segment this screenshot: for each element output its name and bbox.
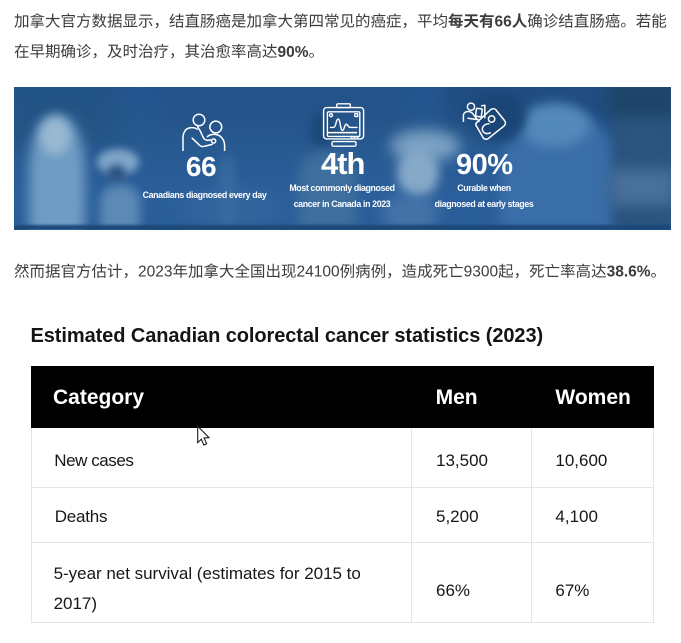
svg-text:90%: 90%: [278, 44, 309, 61]
svg-text:38.6%: 38.6%: [607, 264, 651, 281]
svg-text:9300: 9300: [464, 264, 499, 281]
svg-text:66: 66: [495, 14, 513, 31]
svg-text:2023: 2023: [138, 264, 172, 281]
svg-text:24100: 24100: [297, 264, 340, 281]
